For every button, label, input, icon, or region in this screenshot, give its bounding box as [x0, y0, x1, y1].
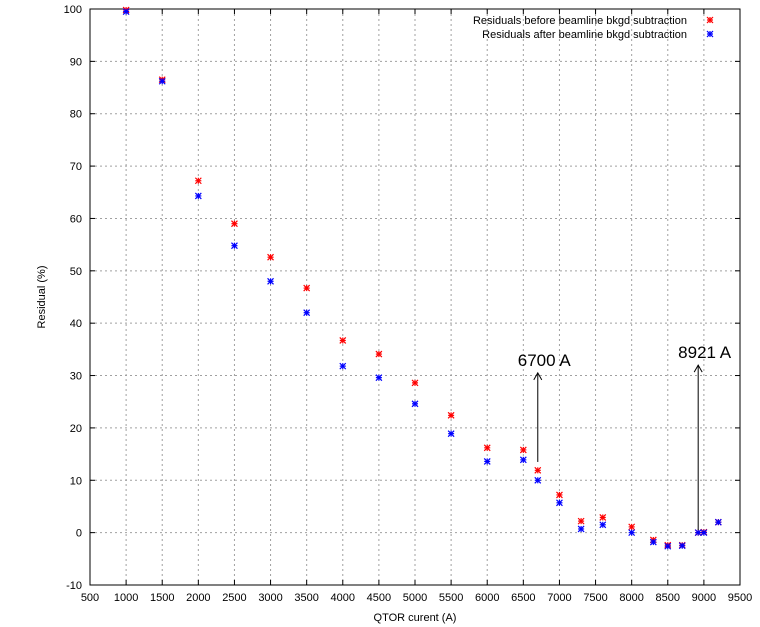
- annotation-label-2: 8921 A: [678, 343, 732, 362]
- data-point-series-1: [194, 177, 202, 185]
- data-point-series-2: [483, 457, 491, 465]
- y-tick-label: 30: [70, 371, 82, 383]
- legend-label-1: Residuals before beamline bkgd subtracti…: [473, 15, 687, 27]
- x-tick-label: 8500: [656, 592, 680, 604]
- data-point-series-2: [694, 529, 702, 537]
- x-tick-label: 8000: [619, 592, 643, 604]
- data-point-series-2: [577, 525, 585, 533]
- x-axis-label: QTOR curent (A): [374, 612, 457, 624]
- data-point-series-1: [628, 523, 636, 531]
- legend-marker-1: [706, 16, 714, 24]
- data-point-series-1: [599, 514, 607, 521]
- x-tick-label: 7000: [547, 592, 571, 604]
- data-point-series-2: [599, 521, 607, 529]
- y-tick-label: 20: [70, 423, 82, 435]
- x-tick-label: 9500: [728, 592, 752, 604]
- x-tick-label: 9000: [692, 592, 716, 604]
- y-tick-label: 80: [70, 109, 82, 121]
- data-point-series-2: [649, 538, 657, 546]
- data-point-series-2: [231, 242, 238, 250]
- data-point-series-2: [714, 518, 722, 526]
- x-tick-label: 7500: [583, 592, 607, 604]
- x-tick-label: 1000: [114, 592, 138, 604]
- data-point-series-1: [556, 491, 563, 499]
- y-tick-label: 10: [70, 475, 82, 487]
- data-point-series-1: [483, 444, 491, 452]
- x-tick-label: 2000: [186, 592, 210, 604]
- data-point-series-1: [375, 350, 383, 358]
- annotation-arrowhead-2: [693, 364, 703, 373]
- y-tick-label: 90: [70, 56, 82, 68]
- data-point-series-1: [339, 337, 347, 344]
- y-tick-label: 40: [70, 318, 82, 330]
- x-tick-label: 6000: [475, 592, 499, 604]
- x-tick-label: 6500: [511, 592, 535, 604]
- data-point-series-1: [447, 411, 455, 419]
- data-point-series-1: [267, 253, 274, 261]
- x-tick-label: 4500: [367, 592, 391, 604]
- data-point-series-2: [678, 542, 686, 550]
- data-point-series-1: [577, 517, 585, 525]
- legend: Residuals before beamline bkgd subtracti…: [473, 15, 714, 41]
- legend-marker-2: [706, 30, 714, 38]
- x-tick-label: 2500: [222, 592, 246, 604]
- data-point-series-2: [411, 400, 419, 408]
- data-point-series-2: [519, 456, 527, 464]
- data-point-series-1: [534, 466, 542, 474]
- y-tick-label: 100: [64, 4, 82, 16]
- data-point-series-2: [194, 192, 202, 200]
- data-point-series-2: [303, 309, 311, 317]
- data-point-series-2: [556, 499, 563, 507]
- annotation-label-1: 6700 A: [518, 351, 572, 370]
- data-point-series-2: [534, 476, 542, 484]
- data-point-series-2: [158, 77, 166, 85]
- x-tick-label: 4000: [331, 592, 355, 604]
- y-axis-label: Residual (%): [36, 266, 48, 329]
- data-point-series-2: [339, 362, 347, 370]
- data-point-series-2: [375, 374, 383, 382]
- data-point-series-2: [700, 529, 708, 537]
- data-point-series-1: [519, 446, 527, 454]
- x-tick-label: 3500: [294, 592, 318, 604]
- y-tick-label: 0: [76, 528, 82, 540]
- data-point-series-1: [303, 284, 311, 292]
- data-points: [122, 6, 722, 550]
- data-point-series-2: [447, 430, 455, 438]
- data-point-series-2: [122, 8, 130, 16]
- x-tick-label: 5500: [439, 592, 463, 604]
- x-tick-label: 3000: [258, 592, 282, 604]
- x-tick-label: 5000: [403, 592, 427, 604]
- data-point-series-1: [231, 220, 238, 228]
- data-point-series-2: [267, 277, 274, 285]
- x-tick-label: 500: [81, 592, 99, 604]
- x-tick-label: 1500: [150, 592, 174, 604]
- y-tick-label: -10: [66, 580, 82, 592]
- legend-label-2: Residuals after beamline bkgd subtractio…: [482, 29, 687, 41]
- y-tick-label: 50: [70, 266, 82, 278]
- data-point-series-2: [628, 529, 636, 537]
- grid-lines: [90, 9, 740, 585]
- data-point-series-2: [664, 542, 672, 550]
- y-tick-label: 70: [70, 161, 82, 173]
- annotation-arrowhead-1: [533, 371, 543, 381]
- axis-ticks: 500 1000 1500 2000 2500 3000 3500 4000 4500 5000 5…: [64, 4, 753, 604]
- data-point-series-1: [411, 379, 419, 387]
- annotations: 6700 A 8921 A: [518, 343, 732, 531]
- y-tick-label: 60: [70, 213, 82, 225]
